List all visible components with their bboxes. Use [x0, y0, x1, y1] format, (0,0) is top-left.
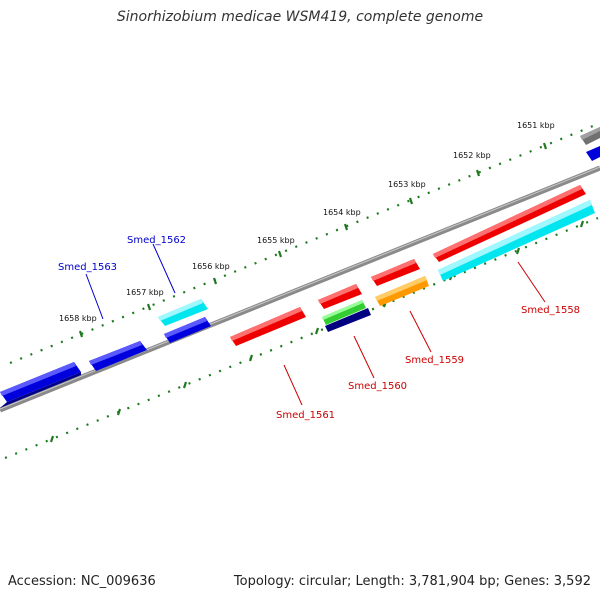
genome-backbone-highlight — [0, 166, 600, 410]
leader-1563 — [85, 273, 104, 320]
gene-label-1560: Smed_1560 — [348, 381, 407, 392]
tick-label-1652: 1652 kbp — [453, 151, 491, 160]
gene-feature-1558[interactable] — [438, 200, 595, 281]
genome-summary-text: Topology: circular; Length: 3,781,904 bp… — [233, 574, 591, 589]
leader-1558 — [517, 261, 546, 303]
map-title: Sinorhizobium medicae WSM419, complete g… — [116, 9, 484, 25]
gene-feature-1560-green[interactable] — [322, 300, 366, 325]
tick-label-1653: 1653 kbp — [388, 180, 426, 189]
gene-feature-1563[interactable] — [0, 362, 81, 408]
tick-label-1651: 1651 kbp — [517, 121, 555, 130]
gene-feature-1562[interactable] — [164, 317, 211, 343]
gene-feature-red-d[interactable] — [433, 185, 586, 262]
tick-label-1654: 1654 kbp — [323, 208, 361, 217]
upper-dotted-track — [9, 122, 599, 365]
gene-label-1559: Smed_1559 — [405, 355, 464, 366]
gene-label-1561: Smed_1561 — [276, 410, 335, 421]
tick-label-1656: 1656 kbp — [192, 262, 230, 271]
gene-feature-1559[interactable] — [375, 276, 429, 306]
gene-feature-1560-navy[interactable] — [325, 308, 371, 332]
gene-feature-gray[interactable] — [580, 127, 600, 145]
gene-feature-red-b[interactable] — [318, 284, 362, 309]
lower-track-ticks — [49, 220, 585, 443]
gene-feature-cyan-1562[interactable] — [158, 299, 208, 326]
leader-1561 — [283, 364, 303, 406]
upper-track-ticks — [78, 142, 548, 338]
leader-1559 — [409, 310, 432, 353]
gene-label-1562: Smed_1562 — [127, 235, 186, 246]
gene-feature-red-c[interactable] — [371, 259, 420, 286]
genome-backbone — [0, 165, 600, 413]
gene-feature-a[interactable] — [89, 341, 147, 371]
tick-label-1658: 1658 kbp — [59, 314, 97, 323]
leader-1562 — [152, 243, 176, 294]
gene-feature-1561[interactable] — [230, 307, 306, 346]
leader-1560 — [353, 335, 375, 379]
gene-feature-blue-top[interactable] — [586, 146, 600, 161]
lower-dotted-track — [4, 216, 599, 460]
tick-label-1655: 1655 kbp — [257, 236, 295, 245]
tick-label-1657: 1657 kbp — [126, 288, 164, 297]
gene-label-1558: Smed_1558 — [521, 305, 580, 316]
gene-label-1563: Smed_1563 — [58, 262, 117, 273]
accession-text: Accession: NC_009636 — [8, 574, 156, 589]
